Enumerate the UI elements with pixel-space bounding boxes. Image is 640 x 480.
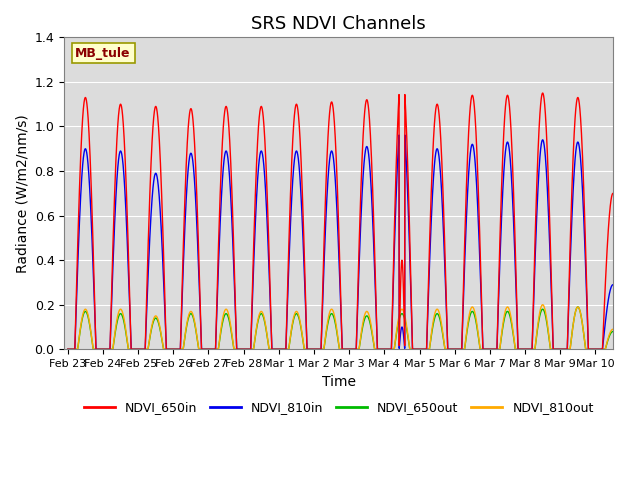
NDVI_650in xyxy=(179,252,187,258)
Title: SRS NDVI Channels: SRS NDVI Channels xyxy=(252,15,426,33)
NDVI_650out xyxy=(421,347,429,352)
NDVI_810out xyxy=(64,347,72,352)
X-axis label: Time: Time xyxy=(322,374,356,389)
NDVI_650out xyxy=(627,347,634,352)
NDVI_650in xyxy=(541,102,548,108)
NDVI_650in xyxy=(507,122,515,128)
NDVI_810in xyxy=(627,347,634,352)
NDVI_650out xyxy=(471,313,479,319)
NDVI_650out xyxy=(179,347,187,352)
NDVI_650out xyxy=(621,347,628,352)
NDVI_650in xyxy=(421,347,429,352)
Line: NDVI_810out: NDVI_810out xyxy=(68,305,630,349)
NDVI_650out xyxy=(64,347,72,352)
Line: NDVI_650in: NDVI_650in xyxy=(68,93,630,349)
NDVI_810out xyxy=(471,310,479,315)
NDVI_650out xyxy=(574,304,582,310)
NDVI_810in xyxy=(541,146,548,152)
NDVI_810in xyxy=(64,347,72,352)
NDVI_650in xyxy=(539,90,547,96)
NDVI_810in xyxy=(179,270,187,276)
NDVI_810in xyxy=(507,166,515,172)
NDVI_810out xyxy=(627,347,634,352)
NDVI_810out xyxy=(621,347,628,352)
NDVI_810in xyxy=(621,347,628,352)
Line: NDVI_650out: NDVI_650out xyxy=(68,307,630,349)
NDVI_650in xyxy=(621,347,628,352)
NDVI_650in xyxy=(471,111,479,117)
Line: NDVI_810in: NDVI_810in xyxy=(68,135,630,349)
NDVI_810in xyxy=(471,158,479,164)
NDVI_810in xyxy=(401,132,409,138)
NDVI_810in xyxy=(422,347,429,352)
NDVI_810out xyxy=(421,347,429,352)
NDVI_650out xyxy=(507,317,515,323)
NDVI_810out xyxy=(507,313,515,319)
NDVI_650in xyxy=(64,347,72,352)
NDVI_650in xyxy=(627,347,634,352)
NDVI_810out xyxy=(539,302,547,308)
NDVI_810out xyxy=(179,347,187,352)
NDVI_810out xyxy=(541,306,548,312)
Legend: NDVI_650in, NDVI_810in, NDVI_650out, NDVI_810out: NDVI_650in, NDVI_810in, NDVI_650out, NDV… xyxy=(79,396,598,419)
NDVI_650out xyxy=(541,309,548,315)
Text: MB_tule: MB_tule xyxy=(76,47,131,60)
Y-axis label: Radiance (W/m2/nm/s): Radiance (W/m2/nm/s) xyxy=(15,114,29,273)
